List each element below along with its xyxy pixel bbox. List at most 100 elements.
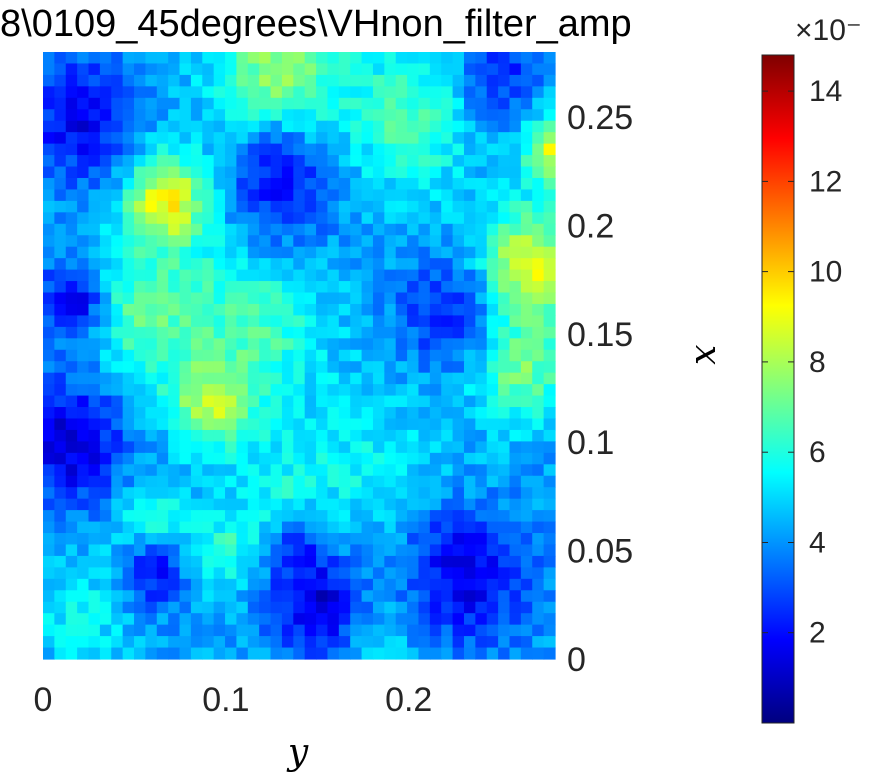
heatmap-cell	[338, 407, 351, 420]
heatmap-cell	[179, 303, 192, 317]
chart-title: 8\0109_45degrees\VHnon_filter_amp	[0, 3, 632, 45]
heatmap-cell	[418, 544, 431, 557]
heatmap-cell	[293, 97, 306, 110]
heatmap-cell	[384, 544, 397, 557]
heatmap-cell	[407, 624, 420, 637]
heatmap-cell	[509, 533, 522, 546]
heatmap-cell	[486, 349, 499, 362]
heatmap-cell	[65, 97, 78, 110]
heatmap-cell	[145, 326, 158, 339]
heatmap-cell	[259, 384, 272, 397]
heatmap-cell	[179, 498, 192, 511]
heatmap-cell	[145, 86, 158, 99]
heatmap-cell	[179, 200, 192, 213]
heatmap-cell	[316, 223, 329, 236]
heatmap-cell	[259, 590, 272, 603]
heatmap-cell	[236, 452, 249, 465]
heatmap-cell	[395, 132, 408, 145]
heatmap-cell	[407, 475, 420, 488]
heatmap-cell	[134, 177, 146, 191]
heatmap-cell	[99, 555, 112, 568]
heatmap-cell	[338, 200, 351, 213]
heatmap-cell	[54, 349, 67, 362]
heatmap-cell	[156, 407, 169, 420]
heatmap-cell	[395, 120, 408, 133]
heatmap-cell	[54, 189, 67, 202]
heatmap-cell	[441, 74, 454, 87]
heatmap-cell	[338, 498, 351, 511]
heatmap-cell	[190, 601, 203, 614]
heatmap-cell	[270, 578, 283, 591]
heatmap-cell	[225, 166, 238, 179]
heatmap-cell	[441, 86, 454, 99]
heatmap-cell	[247, 120, 260, 133]
heatmap-cell	[259, 475, 272, 488]
heatmap-cell	[202, 544, 215, 557]
heatmap-cell	[532, 429, 545, 442]
heatmap-cell	[350, 555, 363, 568]
heatmap-cell	[122, 177, 135, 191]
heatmap-cell	[122, 395, 135, 408]
heatmap-cell	[168, 132, 181, 145]
heatmap-cell	[168, 567, 181, 580]
heatmap-cell	[202, 120, 215, 133]
heatmap-cell	[281, 303, 294, 317]
heatmap-cell	[429, 395, 442, 408]
heatmap-cell	[99, 166, 112, 179]
heatmap-cell	[236, 578, 249, 591]
heatmap-cell	[259, 636, 272, 649]
heatmap-cell	[407, 464, 420, 477]
heatmap-cell	[372, 567, 385, 580]
heatmap-cell	[543, 166, 556, 179]
heatmap-cell	[225, 624, 238, 637]
heatmap-cell	[463, 384, 476, 397]
heatmap-cell	[54, 269, 67, 282]
heatmap-cell	[452, 200, 465, 213]
heatmap-cell	[316, 590, 329, 603]
heatmap-cell	[384, 269, 397, 282]
heatmap-cell	[281, 372, 294, 385]
heatmap-cell	[543, 601, 556, 614]
heatmap-cell	[190, 258, 203, 271]
heatmap-cell	[236, 429, 249, 442]
heatmap-cell	[145, 361, 158, 374]
heatmap-cell	[509, 212, 522, 225]
heatmap-cell	[270, 407, 283, 420]
heatmap-cell	[145, 636, 158, 649]
heatmap-cell	[54, 338, 67, 351]
heatmap-cell	[225, 281, 238, 294]
heatmap-cell	[361, 590, 374, 603]
heatmap-cell	[304, 475, 317, 488]
heatmap-cell	[134, 624, 146, 637]
heatmap-cell	[236, 166, 249, 179]
heatmap-cell	[259, 624, 272, 637]
heatmap-cell	[88, 326, 101, 339]
heatmap-cell	[88, 590, 101, 603]
heatmap-cell	[259, 487, 272, 500]
heatmap-cell	[372, 452, 385, 465]
heatmap-cell	[270, 567, 283, 580]
heatmap-cell	[543, 361, 556, 374]
heatmap-cell	[156, 97, 169, 110]
heatmap-cell	[145, 177, 158, 191]
heatmap-cell	[520, 578, 533, 591]
heatmap-cell	[213, 498, 226, 511]
heatmap-cell	[88, 498, 101, 511]
heatmap-cell	[395, 315, 408, 328]
heatmap-cell	[350, 269, 363, 282]
heatmap-cell	[134, 510, 146, 523]
heatmap-cell	[99, 349, 112, 362]
heatmap-cell	[122, 97, 135, 110]
heatmap-cell	[395, 269, 408, 282]
heatmap-cell	[99, 155, 112, 168]
heatmap-cell	[463, 544, 476, 557]
heatmap-cell	[441, 120, 454, 133]
heatmap-cell	[372, 533, 385, 546]
heatmap-cell	[316, 510, 329, 523]
heatmap-cell	[361, 326, 374, 339]
heatmap-cell	[88, 303, 101, 317]
heatmap-cell	[281, 315, 294, 328]
heatmap-cell	[475, 303, 488, 317]
heatmap-cell	[486, 143, 499, 156]
heatmap-cell	[179, 578, 192, 591]
